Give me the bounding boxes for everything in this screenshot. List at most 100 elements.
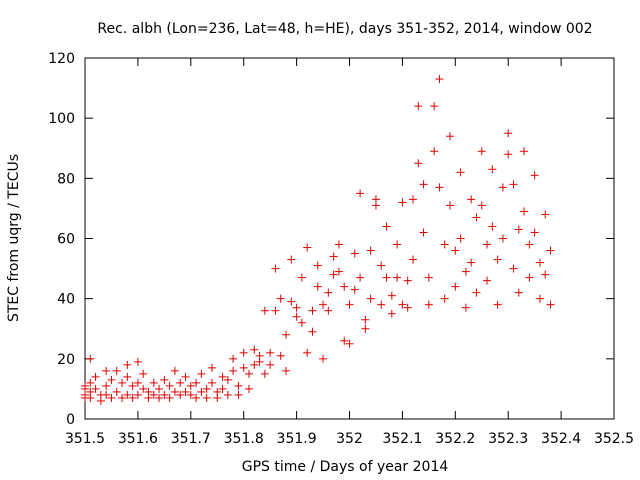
- data-point: [313, 282, 322, 291]
- data-point: [350, 285, 359, 294]
- data-point: [96, 396, 105, 405]
- data-point: [520, 147, 529, 156]
- data-point: [102, 390, 111, 399]
- data-point: [197, 387, 206, 396]
- data-point: [461, 303, 470, 312]
- data-point: [435, 183, 444, 192]
- data-point: [488, 165, 497, 174]
- data-point: [250, 360, 259, 369]
- data-point: [340, 282, 349, 291]
- data-point: [377, 300, 386, 309]
- data-point: [324, 288, 333, 297]
- x-tick-label: 351.5: [65, 431, 105, 447]
- data-point: [207, 363, 216, 372]
- x-tick-label: 352.1: [382, 431, 422, 447]
- data-point: [530, 228, 539, 237]
- y-tick-label: 0: [66, 412, 75, 428]
- data-point: [334, 240, 343, 249]
- data-point: [165, 393, 174, 402]
- data-point: [493, 255, 502, 264]
- data-point: [467, 258, 476, 267]
- data-point: [91, 372, 100, 381]
- plot-area: [84, 57, 615, 420]
- data-point: [356, 189, 365, 198]
- data-point: [107, 375, 116, 384]
- x-tick-label: 352.2: [435, 431, 475, 447]
- data-point: [271, 264, 280, 273]
- data-point: [244, 369, 253, 378]
- data-point: [292, 303, 301, 312]
- data-point: [408, 255, 417, 264]
- data-point: [186, 381, 195, 390]
- data-point: [483, 240, 492, 249]
- data-point: [430, 147, 439, 156]
- data-point: [509, 264, 518, 273]
- data-points: [81, 75, 555, 405]
- data-point: [229, 366, 238, 375]
- y-axis-label: STEC from uqrg / TECUs: [6, 154, 22, 322]
- data-point: [435, 75, 444, 84]
- data-point: [535, 258, 544, 267]
- data-point: [504, 150, 513, 159]
- data-point: [234, 381, 243, 390]
- data-point: [329, 270, 338, 279]
- data-point: [419, 180, 428, 189]
- x-tick-label: 351.8: [224, 431, 264, 447]
- data-point: [271, 306, 280, 315]
- data-point: [102, 381, 111, 390]
- x-tick-label: 351.7: [171, 431, 211, 447]
- data-point: [472, 213, 481, 222]
- data-point: [504, 129, 513, 138]
- x-axis-label: GPS time / Days of year 2014: [242, 459, 449, 475]
- data-point: [160, 375, 169, 384]
- data-point: [250, 345, 259, 354]
- y-tick-label: 40: [57, 292, 75, 308]
- y-tick-label: 20: [57, 352, 75, 368]
- data-point: [430, 102, 439, 111]
- data-point: [260, 369, 269, 378]
- data-point: [266, 348, 275, 357]
- data-point: [244, 384, 253, 393]
- data-point: [398, 198, 407, 207]
- data-point: [319, 300, 328, 309]
- data-point: [303, 243, 312, 252]
- data-point: [456, 234, 465, 243]
- plot-border: [84, 57, 615, 420]
- data-point: [266, 360, 275, 369]
- data-point: [133, 357, 142, 366]
- data-point: [340, 336, 349, 345]
- data-point: [514, 225, 523, 234]
- y-tick-label: 120: [48, 51, 75, 67]
- data-point: [361, 324, 370, 333]
- data-point: [197, 369, 206, 378]
- data-point: [86, 354, 95, 363]
- data-point: [377, 261, 386, 270]
- data-point: [133, 378, 142, 387]
- data-point: [329, 252, 338, 261]
- data-point: [282, 366, 291, 375]
- data-point: [541, 210, 550, 219]
- data-point: [165, 381, 174, 390]
- data-point: [520, 207, 529, 216]
- data-point: [319, 354, 328, 363]
- x-tick-label: 351.6: [118, 431, 158, 447]
- data-point: [477, 201, 486, 210]
- data-point: [541, 270, 550, 279]
- data-point: [525, 273, 534, 282]
- data-point: [382, 222, 391, 231]
- data-point: [461, 267, 470, 276]
- chart-title: Rec. albh (Lon=236, Lat=48, h=HE), days …: [97, 21, 592, 37]
- data-point: [176, 378, 185, 387]
- data-point: [239, 348, 248, 357]
- data-point: [424, 273, 433, 282]
- data-point: [276, 351, 285, 360]
- data-point: [118, 393, 127, 402]
- data-point: [498, 234, 507, 243]
- data-point: [86, 393, 95, 402]
- data-point: [160, 390, 169, 399]
- data-point: [144, 393, 153, 402]
- data-point: [446, 201, 455, 210]
- data-point: [509, 180, 518, 189]
- data-point: [483, 276, 492, 285]
